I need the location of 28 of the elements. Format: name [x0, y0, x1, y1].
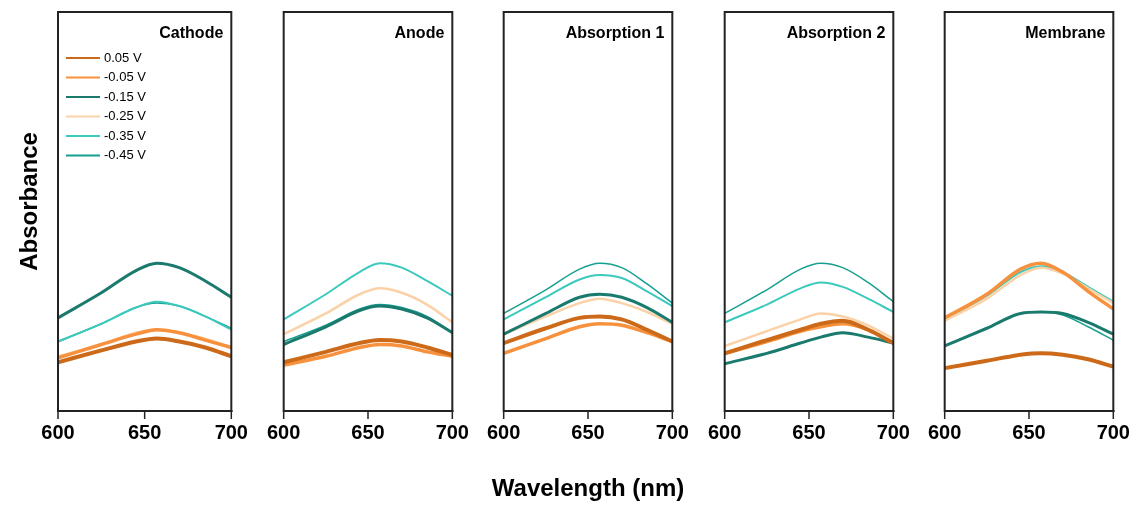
x-tick-label: 650 — [127, 420, 162, 443]
x-tick-label: 600 — [707, 420, 741, 443]
x-tick-label: 650 — [350, 420, 385, 443]
x-tick-label: 700 — [435, 420, 469, 443]
x-tick-label: 600 — [41, 420, 75, 443]
x-axis-title: Wavelength (nm) — [491, 473, 685, 501]
chart-title: Cathode — [159, 24, 224, 42]
chart-title: Membrane — [1025, 24, 1106, 42]
x-tick-label: 600 — [266, 420, 300, 443]
x-tick-label: 600 — [487, 420, 521, 443]
chart-title: Anode — [394, 24, 444, 42]
legend-label: 0.05 V — [104, 49, 142, 65]
legend-label: -0.05 V — [104, 69, 147, 85]
x-tick-label: 650 — [571, 420, 605, 443]
legend-label: -0.15 V — [104, 88, 147, 104]
x-tick-label: 700 — [876, 420, 910, 443]
legend-label: -0.45 V — [104, 147, 147, 163]
x-tick-label: 650 — [1012, 420, 1046, 443]
x-tick-label: 700 — [1096, 420, 1130, 443]
chart-title: Absorption 1 — [565, 24, 665, 42]
legend-label: -0.35 V — [104, 127, 147, 143]
x-tick-label: 700 — [214, 420, 248, 443]
x-tick-label: 700 — [655, 420, 689, 443]
x-tick-label: 650 — [791, 420, 826, 443]
chart-title: Absorption 2 — [786, 24, 885, 42]
y-axis-title: Absorbance — [14, 132, 42, 271]
x-tick-label: 600 — [928, 420, 962, 443]
legend-label: -0.25 V — [104, 108, 147, 124]
